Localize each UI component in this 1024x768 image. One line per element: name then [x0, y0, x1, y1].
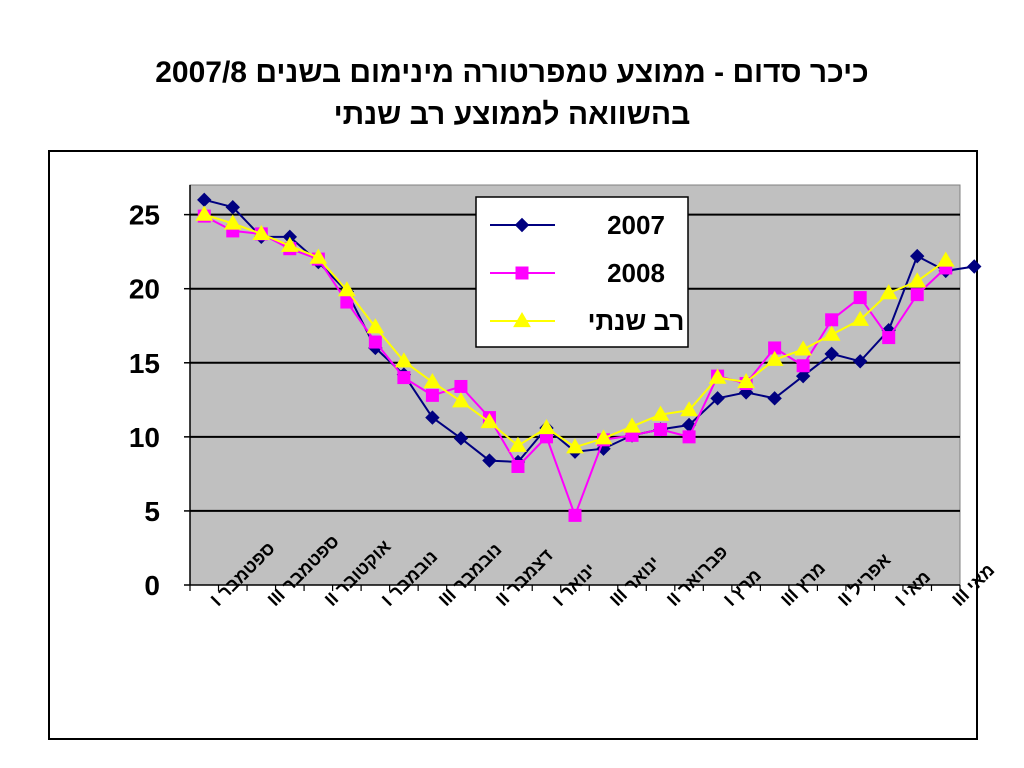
data-point — [882, 331, 896, 345]
y-tick-label: 0 — [144, 570, 160, 601]
legend-label: 2008 — [607, 258, 665, 288]
data-point — [851, 310, 870, 326]
legend-marker — [515, 266, 529, 280]
legend-label: רב שנתי — [588, 306, 685, 336]
data-point — [537, 418, 556, 435]
data-point — [879, 284, 898, 300]
data-point — [425, 410, 440, 425]
chart-title-line2: בהשוואה לממוצע רב שנתי — [333, 98, 691, 131]
data-point — [825, 313, 839, 327]
data-point — [765, 350, 784, 366]
data-point — [454, 379, 468, 393]
data-point — [910, 288, 924, 302]
data-point — [280, 236, 299, 252]
data-point — [708, 368, 727, 384]
data-point — [654, 422, 668, 436]
y-tick-label: 15 — [129, 348, 160, 379]
data-point — [594, 429, 613, 445]
legend-item-1: 2008 — [490, 258, 665, 288]
data-point — [908, 272, 927, 288]
data-point — [623, 417, 641, 433]
data-point — [967, 259, 982, 274]
data-point — [651, 405, 670, 421]
data-point — [566, 438, 584, 454]
data-point — [509, 436, 527, 452]
y-tick-label: 20 — [129, 274, 160, 305]
data-point — [337, 281, 356, 297]
data-point — [936, 251, 955, 267]
series-line — [204, 198, 975, 464]
data-point — [309, 248, 328, 264]
data-point — [395, 352, 413, 368]
data-point — [511, 459, 525, 473]
data-point — [195, 205, 214, 221]
data-point — [423, 373, 442, 389]
data-point — [682, 430, 696, 444]
chart-title-line1: כיכר סדום - ממוצע טמפרטורה מינימום בשנים… — [155, 56, 869, 89]
data-point — [767, 391, 782, 406]
data-point — [568, 508, 582, 522]
data-point — [425, 388, 439, 402]
y-tick-label: 10 — [129, 422, 160, 453]
data-point — [340, 295, 354, 309]
data-point — [853, 291, 867, 305]
chart-title: כיכר סדום - ממוצע טמפרטורה מינימום בשנים… — [0, 52, 1024, 136]
data-point — [794, 340, 813, 356]
data-point — [795, 368, 811, 384]
data-point — [852, 354, 868, 369]
data-point — [822, 325, 841, 341]
legend-item-2: רב שנתי — [490, 306, 684, 336]
legend-item-0: 2007 — [490, 210, 665, 240]
data-point — [453, 431, 469, 446]
legend-marker — [513, 312, 531, 328]
data-point — [397, 371, 411, 385]
y-tick-label: 25 — [129, 200, 160, 231]
series-2 — [195, 205, 955, 454]
data-point — [737, 373, 755, 389]
data-point — [824, 346, 839, 362]
data-point — [225, 200, 240, 215]
data-point — [480, 413, 499, 429]
data-point — [366, 318, 385, 334]
data-point — [452, 392, 470, 408]
legend-marker — [514, 217, 530, 233]
data-point — [368, 335, 382, 349]
data-point — [680, 401, 698, 417]
data-point — [223, 214, 242, 230]
data-point — [252, 224, 271, 240]
data-point — [482, 453, 497, 468]
data-point — [796, 359, 810, 373]
y-tick-label: 5 — [144, 496, 160, 527]
legend-label: 2007 — [607, 210, 665, 240]
data-point — [910, 248, 925, 264]
data-point — [710, 391, 725, 406]
